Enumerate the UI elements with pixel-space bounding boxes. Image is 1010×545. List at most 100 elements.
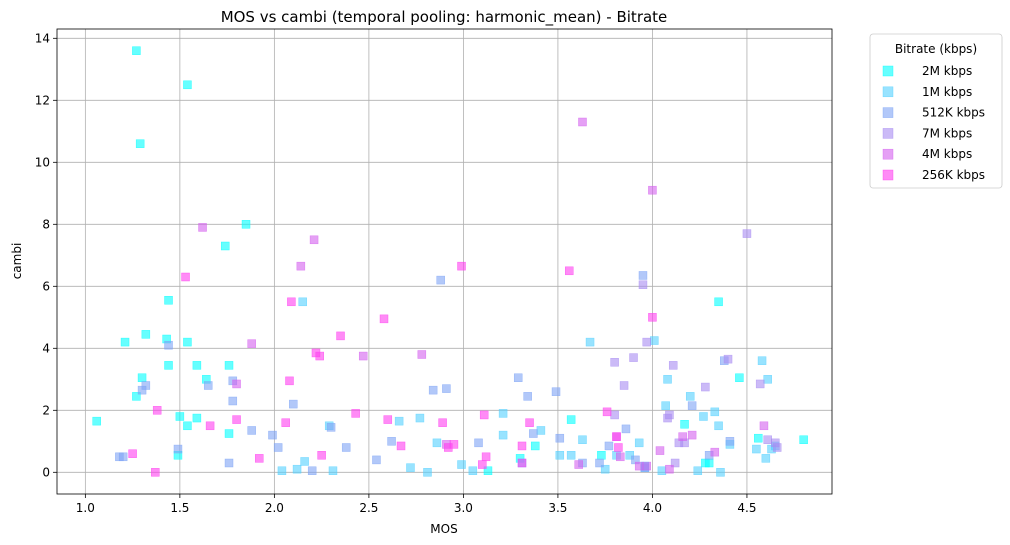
data-point bbox=[725, 437, 735, 446]
series-512k-kbps bbox=[115, 271, 735, 475]
data-point bbox=[132, 392, 141, 401]
legend-marker bbox=[882, 65, 894, 77]
data-point bbox=[610, 358, 619, 367]
data-point bbox=[525, 418, 534, 427]
data-point bbox=[604, 441, 614, 451]
data-point bbox=[351, 409, 360, 418]
data-point bbox=[358, 351, 368, 361]
data-point bbox=[578, 435, 587, 444]
data-point bbox=[687, 401, 697, 410]
x-tick-label: 4.5 bbox=[737, 501, 756, 515]
x-tick-label: 2.0 bbox=[265, 501, 284, 515]
data-point bbox=[181, 272, 190, 282]
data-point bbox=[326, 423, 336, 432]
data-point bbox=[164, 361, 173, 370]
plot-frame bbox=[56, 28, 833, 495]
data-point bbox=[478, 460, 487, 469]
y-tick-label: 8 bbox=[42, 217, 50, 231]
data-point bbox=[198, 223, 207, 232]
x-tick-label: 1.5 bbox=[170, 501, 189, 515]
data-point bbox=[483, 466, 493, 475]
data-point bbox=[578, 117, 587, 127]
legend-label: 512K kbps bbox=[922, 106, 985, 120]
data-point bbox=[203, 381, 213, 390]
data-point bbox=[141, 381, 151, 390]
data-point bbox=[752, 444, 761, 454]
data-point bbox=[710, 447, 720, 457]
data-point bbox=[442, 384, 451, 393]
y-tick-label: 4 bbox=[42, 341, 50, 355]
legend-label: 4M kbps bbox=[922, 147, 972, 161]
data-point bbox=[247, 339, 256, 348]
data-point bbox=[449, 440, 459, 449]
data-point bbox=[436, 275, 445, 285]
data-point bbox=[759, 421, 769, 431]
data-point bbox=[602, 407, 612, 417]
data-point bbox=[614, 443, 623, 452]
data-point bbox=[530, 441, 540, 451]
data-point bbox=[224, 458, 234, 468]
data-point bbox=[423, 468, 432, 477]
data-point bbox=[565, 266, 574, 276]
series-4m-kbps bbox=[198, 117, 769, 474]
x-tick-label: 3.5 bbox=[548, 501, 567, 515]
data-point bbox=[285, 376, 294, 386]
data-point bbox=[268, 430, 277, 440]
data-point bbox=[678, 432, 687, 441]
data-point bbox=[716, 468, 725, 477]
data-point bbox=[224, 429, 234, 438]
data-point bbox=[341, 443, 351, 452]
data-point bbox=[128, 449, 137, 458]
data-point bbox=[241, 220, 251, 229]
data-point bbox=[754, 433, 763, 443]
data-point bbox=[634, 438, 644, 448]
data-point bbox=[755, 379, 765, 389]
legend-marker bbox=[882, 86, 894, 98]
y-tick-label: 2 bbox=[42, 403, 50, 417]
data-point bbox=[498, 409, 508, 418]
y-tick-label: 14 bbox=[35, 31, 50, 45]
data-point bbox=[255, 454, 264, 463]
data-point bbox=[763, 435, 772, 444]
data-point bbox=[657, 466, 667, 475]
legend-marker bbox=[882, 107, 894, 118]
legend-frame bbox=[869, 33, 1003, 189]
data-point bbox=[292, 464, 302, 474]
data-point bbox=[474, 438, 483, 448]
data-point bbox=[513, 373, 523, 382]
data-point bbox=[406, 463, 415, 472]
data-point bbox=[457, 261, 466, 271]
data-point bbox=[642, 461, 652, 471]
data-point bbox=[585, 337, 595, 347]
data-point bbox=[693, 466, 703, 475]
data-point bbox=[479, 410, 489, 420]
x-tick-label: 3.0 bbox=[454, 501, 473, 515]
data-point bbox=[772, 443, 782, 452]
data-point bbox=[648, 313, 657, 322]
data-point bbox=[298, 297, 307, 307]
data-point bbox=[625, 451, 634, 460]
data-point bbox=[315, 351, 324, 361]
data-point bbox=[173, 444, 183, 454]
data-point bbox=[634, 461, 644, 471]
y-tick-label: 10 bbox=[35, 155, 50, 169]
data-point bbox=[220, 241, 230, 251]
data-point bbox=[137, 373, 147, 382]
data-point bbox=[387, 437, 396, 446]
data-point bbox=[132, 46, 141, 55]
data-point bbox=[317, 451, 326, 460]
data-point bbox=[135, 139, 145, 148]
data-point bbox=[164, 296, 173, 305]
data-point bbox=[699, 412, 708, 421]
data-point bbox=[648, 185, 657, 195]
data-point bbox=[192, 413, 202, 423]
data-point bbox=[468, 466, 478, 475]
x-tick-label: 4.0 bbox=[643, 501, 662, 515]
data-point bbox=[164, 340, 173, 350]
data-point bbox=[600, 464, 610, 474]
data-point bbox=[638, 280, 648, 289]
data-point bbox=[655, 446, 665, 455]
data-point bbox=[551, 387, 561, 396]
data-point bbox=[642, 337, 652, 347]
data-point bbox=[616, 452, 625, 462]
